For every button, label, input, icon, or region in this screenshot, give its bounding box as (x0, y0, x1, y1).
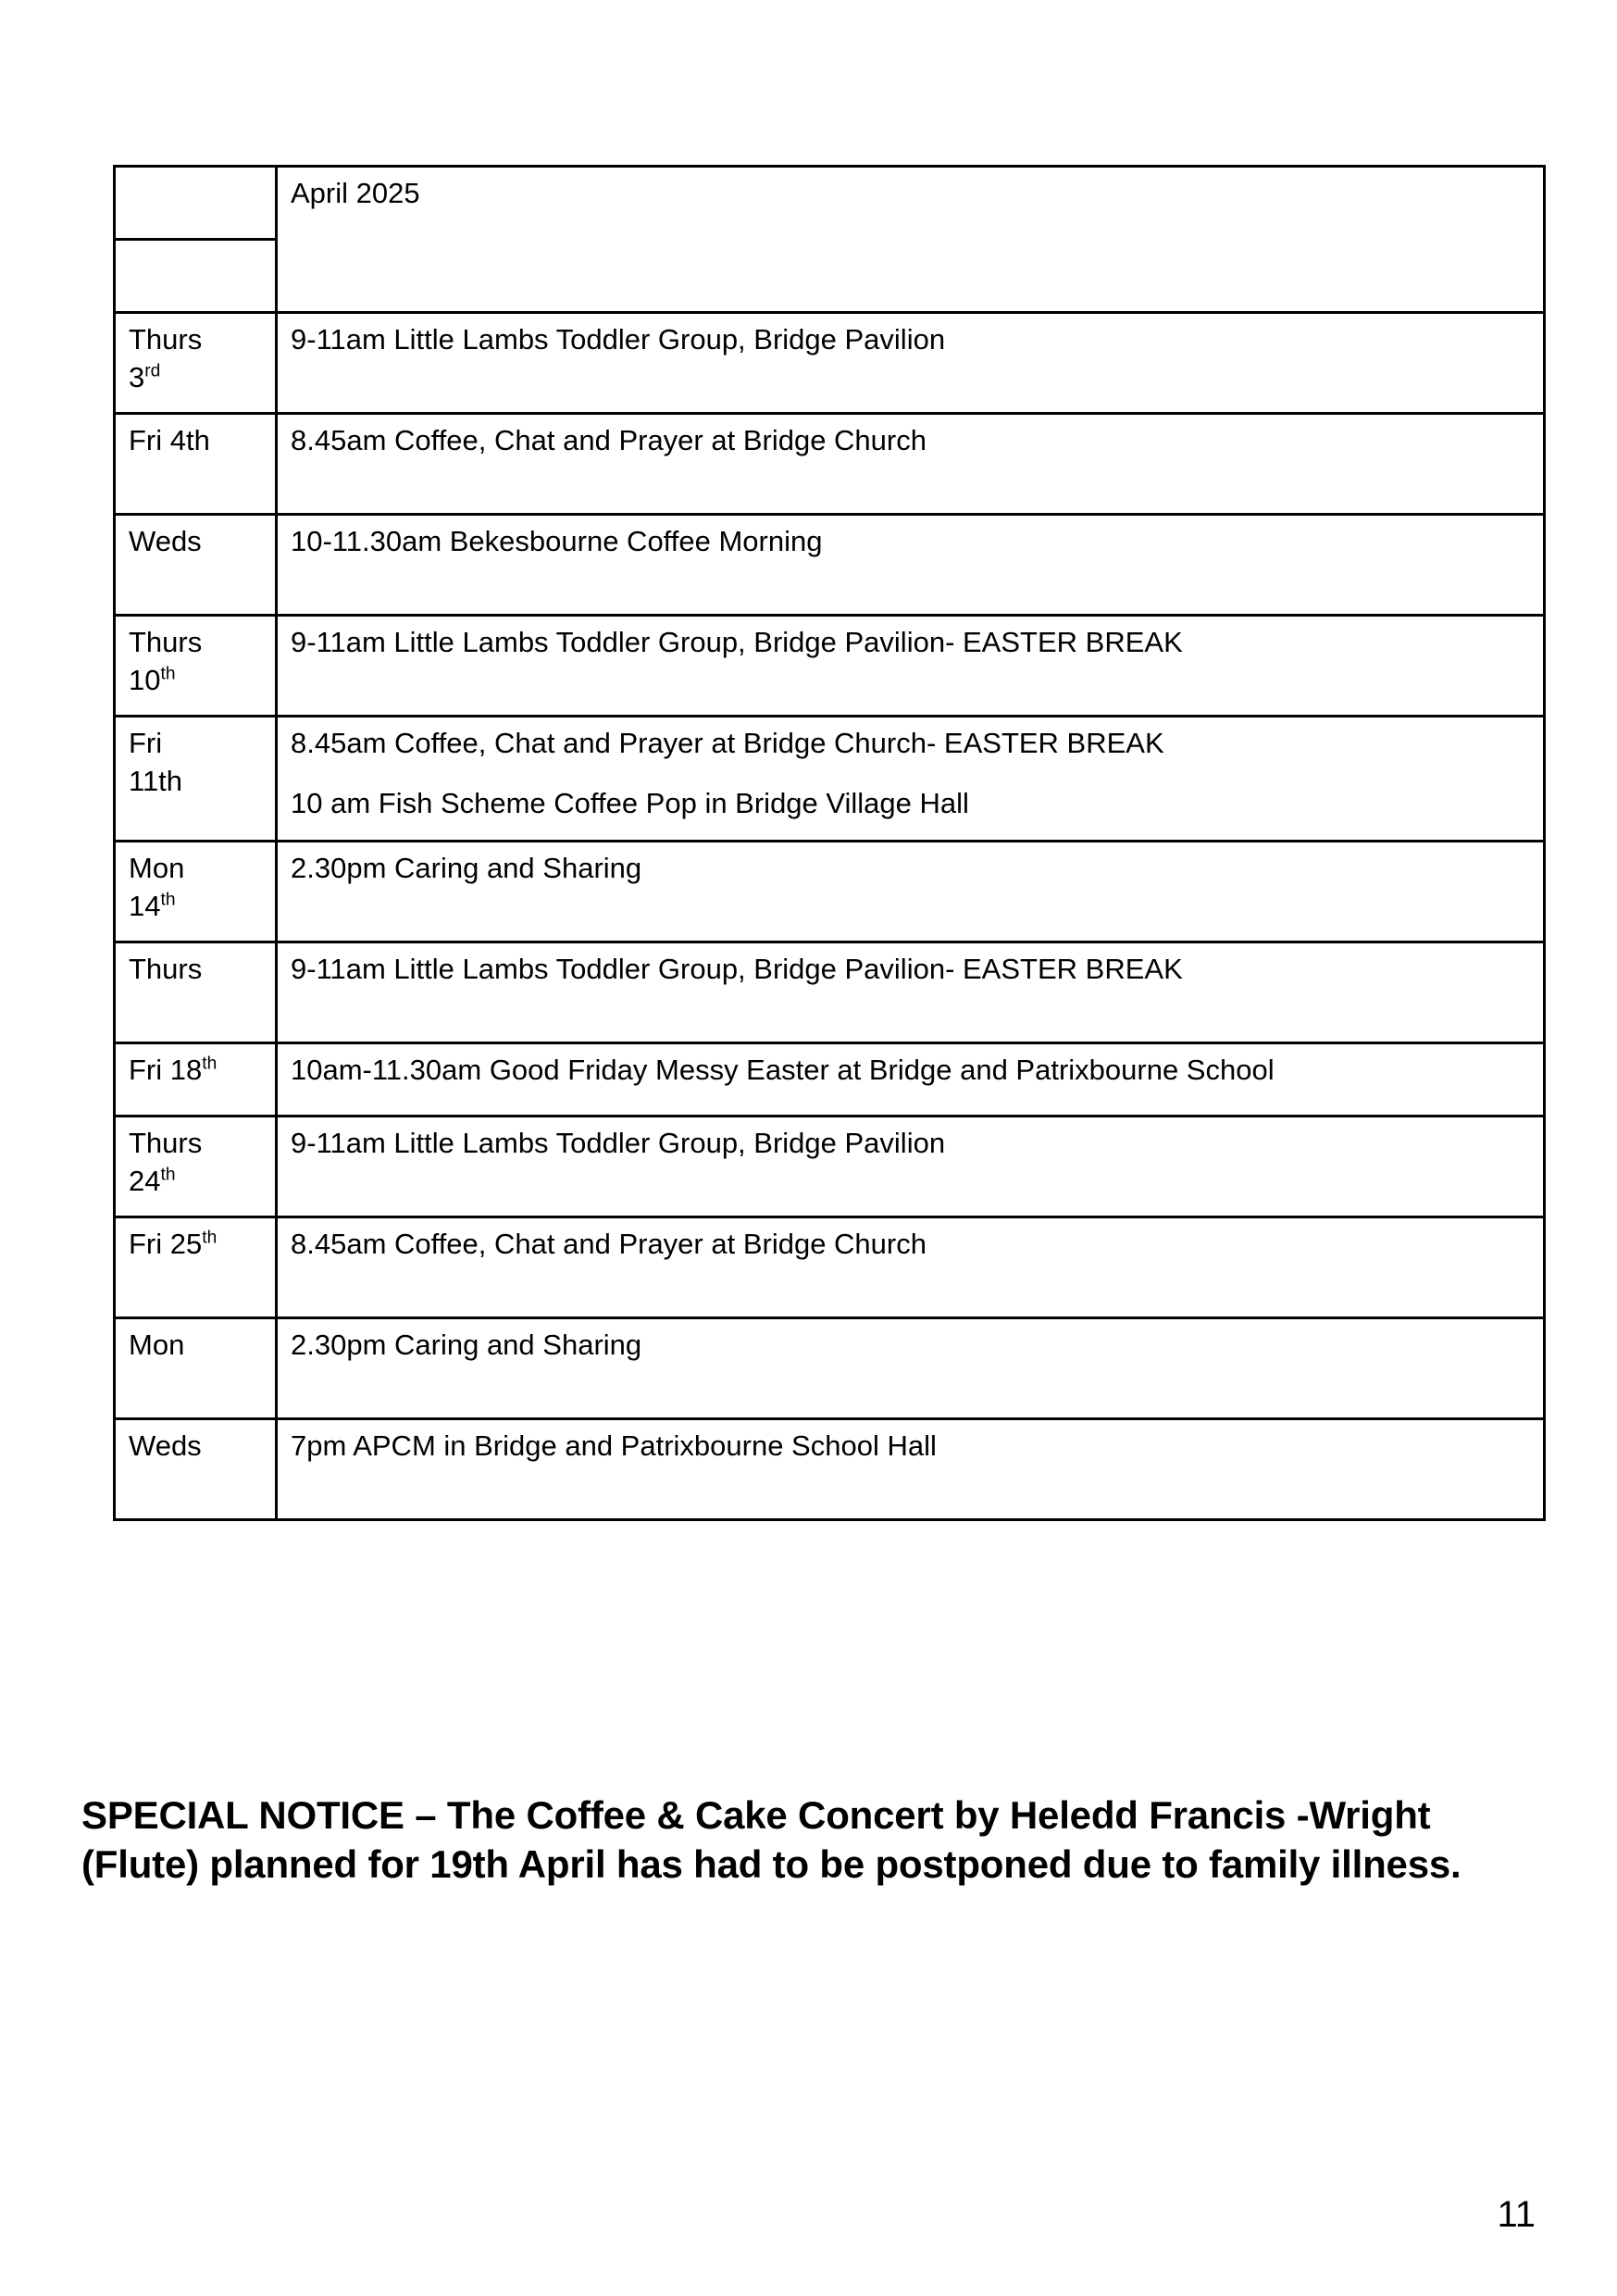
diary-table-body: April 2025 Thurs 3rd 9-11am Little Lambs T… (113, 165, 1546, 1521)
day-cell: Thurs 24th (113, 1115, 278, 1218)
day-label: Thurs (129, 323, 203, 356)
diary-table: April 2025 Thurs 3rd 9-11am Little Lambs T… (113, 165, 1546, 1521)
day-ordinal-suffix: th (160, 1165, 176, 1185)
event-text: 10 am Fish Scheme Coffee Pop in Bridge V… (291, 786, 969, 819)
day-label: Weds (129, 525, 202, 557)
header-day-cell-bottom (113, 238, 278, 314)
table-row: Thurs 10th 9-11am Little Lambs Toddler Gro… (113, 614, 1546, 718)
event-text: 9-11am Little Lambs Toddler Group, Bridg… (291, 953, 1183, 985)
day-ordinal: 14th (129, 888, 266, 926)
event-cell: 2.30pm Caring and Sharing (275, 840, 1546, 943)
day-cell: Mon (113, 1316, 278, 1420)
day-ordinal-suffix: th (160, 890, 176, 910)
table-row: Thurs 3rd 9-11am Little Lambs Toddler Grou… (113, 311, 1546, 415)
event-cell: 8.45am Coffee, Chat and Prayer at Bridge… (275, 715, 1546, 842)
day-ordinal-suffix: th (202, 1054, 218, 1074)
special-notice: SPECIAL NOTICE – The Coffee & Cake Conce… (81, 1793, 1462, 1886)
event-cell: 9-11am Little Lambs Toddler Group, Bridg… (275, 941, 1546, 1044)
event-cell: 7pm APCM in Bridge and Patrixbourne Scho… (275, 1417, 1546, 1521)
header-month-title: April 2025 (275, 165, 1546, 314)
day-label: Thurs (129, 953, 203, 985)
event-cell: 2.30pm Caring and Sharing (275, 1316, 1546, 1420)
day-cell: Mon 14th (113, 840, 278, 943)
event-text: 10am-11.30am Good Friday Messy Easter at… (291, 1054, 1275, 1086)
table-row: Fri 4th 8.45am Coffee, Chat and Prayer at… (113, 412, 1546, 516)
day-cell: Fri 4th (113, 412, 278, 516)
day-label: Weds (129, 1429, 202, 1462)
event-text: 9-11am Little Lambs Toddler Group, Bridg… (291, 1127, 946, 1159)
table-row: Mon 2.30pm Caring and Sharing (113, 1316, 1546, 1420)
day-ordinal: 11th (129, 763, 266, 801)
day-cell: Weds (113, 1417, 278, 1521)
event-text: 8.45am Coffee, Chat and Prayer at Bridge… (291, 1228, 927, 1260)
table-row: Weds 7pm APCM in Bridge and Patrixbourne … (113, 1417, 1546, 1521)
day-ordinal: 10th (129, 662, 266, 700)
table-row: Fri 25th 8.45am Coffee, Chat and Prayer a… (113, 1216, 1546, 1319)
day-ordinal: 24th (129, 1163, 266, 1201)
table-row: Fri 18th 10am-11.30am Good Friday Messy E… (113, 1042, 1546, 1117)
event-text: 7pm APCM in Bridge and Patrixbourne Scho… (291, 1429, 937, 1462)
event-cell: 9-11am Little Lambs Toddler Group, Bridg… (275, 614, 1546, 718)
day-ordinal-number: 3 (129, 360, 145, 393)
event-cell: 10-11.30am Bekesbourne Coffee Morning (275, 513, 1546, 617)
table-row: Weds 10-11.30am Bekesbourne Coffee Mornin… (113, 513, 1546, 617)
day-ordinal-suffix: th (202, 1228, 218, 1248)
event-cell: 9-11am Little Lambs Toddler Group, Bridg… (275, 311, 1546, 415)
event-cell: 9-11am Little Lambs Toddler Group, Bridg… (275, 1115, 1546, 1218)
day-cell: Fri 11th (113, 715, 278, 842)
day-label: Fri 25 (129, 1228, 203, 1260)
day-ordinal: 3rd (129, 359, 266, 397)
day-ordinal-number: 24 (129, 1164, 161, 1197)
day-label: Thurs (129, 1127, 203, 1159)
day-cell: Fri 25th (113, 1216, 278, 1319)
table-header-row-second (113, 238, 1545, 314)
day-label: Mon (129, 852, 185, 884)
event-text: 8.45am Coffee, Chat and Prayer at Bridge… (291, 727, 1164, 759)
event-cell: 8.45am Coffee, Chat and Prayer at Bridge… (275, 412, 1546, 516)
table-row: Mon 14th 2.30pm Caring and Sharing (113, 840, 1546, 943)
day-ordinal-number: 14 (129, 889, 161, 922)
day-ordinal-suffix: th (160, 664, 176, 684)
day-cell: Thurs (113, 941, 278, 1044)
day-cell: Fri 18th (113, 1042, 278, 1117)
day-ordinal-number: 11th (129, 764, 183, 797)
day-cell: Thurs 3rd (113, 311, 278, 415)
table-header-row: April 2025 (113, 165, 1546, 314)
event-cell: 10am-11.30am Good Friday Messy Easter at… (275, 1042, 1546, 1117)
table-row: Thurs 9-11am Little Lambs Toddler Group, … (113, 941, 1546, 1044)
header-day-cell-top (113, 165, 278, 241)
day-cell: Weds (113, 513, 278, 617)
event-text: 8.45am Coffee, Chat and Prayer at Bridge… (291, 424, 927, 456)
table-row: Fri 11th 8.45am Coffee, Chat and Prayer at… (113, 715, 1546, 842)
event-text: 2.30pm Caring and Sharing (291, 852, 642, 884)
event-cell: 8.45am Coffee, Chat and Prayer at Bridge… (275, 1216, 1546, 1319)
table-row: Thurs 24th 9-11am Little Lambs Toddler Gro… (113, 1115, 1546, 1218)
event-text: 9-11am Little Lambs Toddler Group, Bridg… (291, 626, 1183, 658)
event-text: 9-11am Little Lambs Toddler Group, Bridg… (291, 323, 946, 356)
day-ordinal-suffix: rd (144, 361, 161, 381)
page-number: 11 (1497, 2194, 1536, 2235)
day-cell: Thurs 10th (113, 614, 278, 718)
day-ordinal-number: 10 (129, 663, 161, 696)
day-label: Fri (129, 727, 163, 759)
event-text: 2.30pm Caring and Sharing (291, 1329, 642, 1361)
day-label: Fri 18 (129, 1054, 203, 1086)
day-label: Fri 4th (129, 424, 210, 456)
day-label: Thurs (129, 626, 203, 658)
event-text: 10-11.30am Bekesbourne Coffee Morning (291, 525, 823, 557)
day-label: Mon (129, 1329, 185, 1361)
